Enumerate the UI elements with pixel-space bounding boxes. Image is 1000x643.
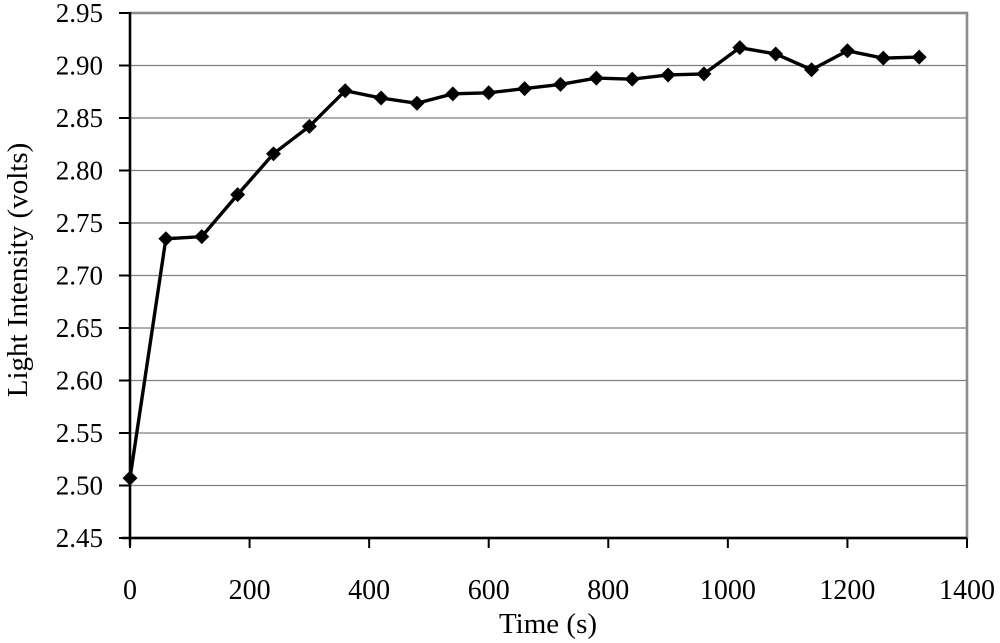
- data-point: [158, 231, 174, 247]
- data-point: [409, 95, 425, 111]
- x-tick-label: 1000: [700, 575, 756, 606]
- y-tick-label: 2.80: [56, 156, 103, 186]
- data-line: [128, 45, 920, 479]
- y-tick-label: 2.85: [56, 103, 103, 133]
- x-axis-title: Time (s): [498, 608, 598, 640]
- data-point: [732, 40, 748, 56]
- data-point: [839, 43, 855, 59]
- data-point: [301, 118, 317, 134]
- data-point: [875, 50, 891, 66]
- data-point: [696, 66, 712, 82]
- data-point: [337, 83, 353, 99]
- data-point: [517, 81, 533, 97]
- y-tick-label: 2.75: [56, 208, 103, 238]
- data-point: [588, 70, 604, 86]
- y-tick-label: 2.70: [56, 261, 103, 291]
- y-axis-title: Light Intensity (volts): [2, 142, 34, 398]
- x-tick-label: 0: [123, 575, 137, 606]
- data-point: [911, 49, 927, 65]
- data-point: [552, 76, 568, 92]
- data-point: [481, 85, 497, 101]
- data-point: [265, 146, 281, 162]
- x-tick-label: 800: [587, 575, 629, 606]
- data-point: [230, 187, 246, 203]
- y-tick-label: 2.65: [56, 313, 103, 343]
- data-point: [445, 86, 461, 102]
- y-tick-label: 2.60: [56, 366, 103, 396]
- x-tick-label: 400: [348, 575, 390, 606]
- x-tick-label: 200: [229, 575, 271, 606]
- data-point: [660, 67, 676, 83]
- data-point: [624, 71, 640, 87]
- x-tick-label: 600: [468, 575, 510, 606]
- data-point: [122, 470, 138, 486]
- x-tick-label: 1200: [819, 575, 875, 606]
- data-point: [194, 229, 210, 245]
- y-tick-label: 2.90: [56, 51, 103, 81]
- data-point: [768, 46, 784, 62]
- y-tick-label: 2.50: [56, 471, 103, 501]
- data-point: [804, 62, 820, 78]
- y-tick-label: 2.45: [56, 523, 103, 553]
- y-tick-label: 2.55: [56, 418, 103, 448]
- data-point: [373, 90, 389, 106]
- y-tick-label: 2.95: [56, 0, 103, 28]
- x-tick-label: 1400: [939, 575, 995, 606]
